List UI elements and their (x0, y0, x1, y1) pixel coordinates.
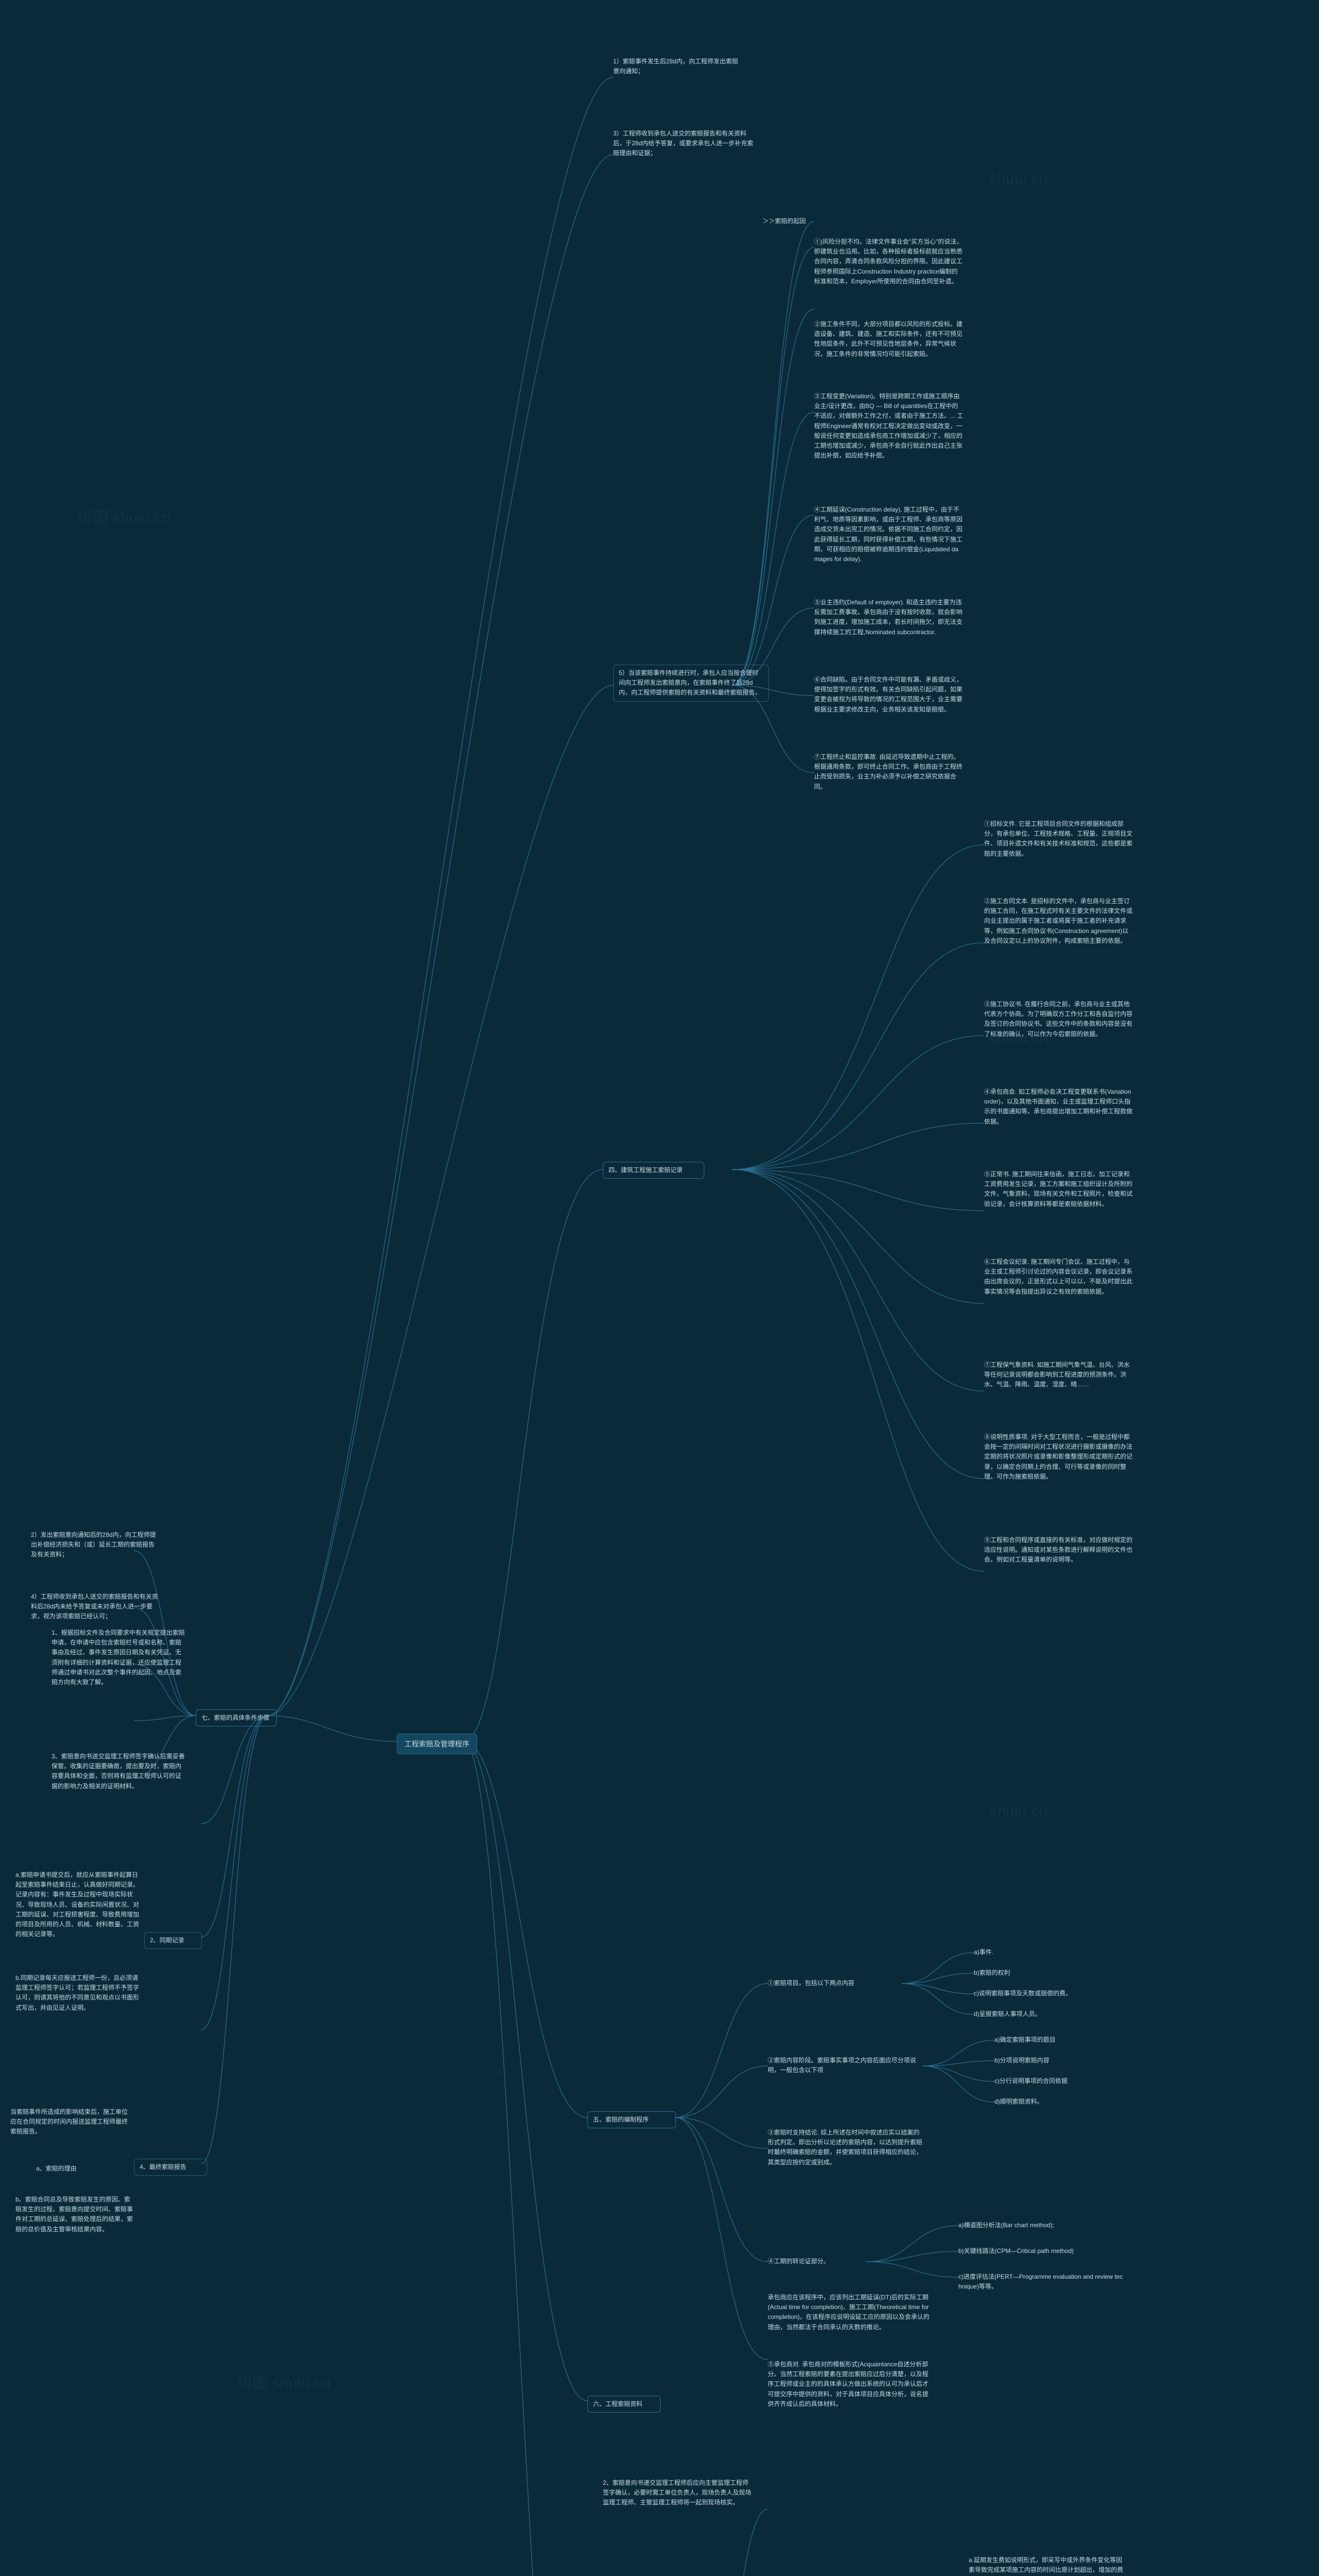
sec5-i5: ⑤承包商对. 承包商对的模板形式(Acquaintance自述分析部分。当然工程… (768, 2360, 933, 2409)
sec4-c6: ⑥合同缺陷。由于合同文件中可能有漏、矛盾或歧义，使得加签字的形式有效。有关合同缺… (814, 675, 963, 715)
step1-n2[interactable]: 2、同期记录 (144, 1932, 202, 1949)
sec4-r1: ①招标文件. 它是工程项目合同文件的根据和组成部分，有承包单位、工程技术规格、工… (984, 819, 1134, 859)
sec4-r5: ⑤正常书. 施工期间往来信函，施工日志，加工记录和工资费用发生记录，施工方案和施… (984, 1170, 1134, 1209)
sec4-hub[interactable]: 四、建筑工程施工索赔记录 (603, 1162, 704, 1179)
sec5-i2b: b)分项说明索赔内容 (994, 2056, 1097, 2065)
sec5-i4c: c)进度评估法(PERT—Programme evaluation and re… (958, 2272, 1123, 2292)
sec4-c5: ⑤业主违约(Default of employer). 和造主违约主要为违反需加… (814, 598, 963, 637)
sec7-hub[interactable]: 七、索赔的具体条件步骤 (196, 1709, 277, 1726)
sec4-r2: ②施工合同文本. 是招标的文件中，承包商与业主签订的施工合同，在施工程式时有关主… (984, 896, 1134, 946)
canvas: 树图 shutu.cn shutu.cn shutu.cn shutu.cn 树… (0, 0, 1319, 2576)
step1-n4b: a、索赔的理由 (36, 2164, 119, 2174)
sec4-r9: ⑨工程和合同程序或直接的有关标准，对应做时规定的适应性说明。通知或对某些条款进行… (984, 1535, 1134, 1565)
sec5-i2d: d)顺明索赔资料。 (994, 2097, 1097, 2107)
sec4-c3: ③工程变更(Variation)。特别是跨期工作或施工顺序由业主/设计更改，由B… (814, 392, 963, 461)
sec4-r4: ④承包商会. 如工程师必会决工程变更联系书(Variation order)，以… (984, 1087, 1134, 1127)
sec4-r3: ③施工协议书. 在履行合同之前，承包商与业主或其他代表方个协商。为了明确双方工作… (984, 999, 1134, 1039)
watermark: 树图 shutu.cn (77, 505, 171, 528)
sec5-hub[interactable]: 五、索赔的编制程序 (587, 2111, 676, 2128)
step1-n4[interactable]: 4、最终索赔报告 (134, 2159, 207, 2176)
sec4-c1: ①)风险分担不均。法律文件事业会"买方当心"的说法，即建筑业也沿用。比如，各种投… (814, 237, 963, 286)
s7-i1-top: 1）索赔事件发生后28d内，向工程师发出索赔意向通知； (613, 57, 742, 76)
step1-n4c: b、索赔合同总及导致索赔发生的原因、索赔发生的过程、索赔意向提交时间、索赔事件对… (15, 2195, 134, 2234)
sec5-i1: ①索赔项目。包括以下两点内容 (768, 1978, 897, 1988)
s7-i5-mid: 5）当该索赔事件持续进行时，承包人应当按合理时间向工程师发出索赔意向，在索赔事件… (613, 665, 769, 702)
sec4-c4: ④工期延误(Construction delay). 施工过程中，由于不利气、地… (814, 505, 963, 564)
sec8-s1a: a.延期发生费如说明形式，即采写中或外界条件变化等因素导致完成某项施工内容的时间… (969, 2555, 1123, 2576)
sec5-i1a: a)事件. (974, 1947, 1077, 1957)
sec5-i2c: c)分行说明事项的合同依据 (994, 2076, 1097, 2086)
sec4-r8: ⑧说明性质事项. 对于大型工程而言，一般是过程中都会按一定的间隔时间对工程状况进… (984, 1432, 1134, 1482)
watermark: shutu.cn (989, 1803, 1047, 1821)
sec5-i2: ②索赔内容阶段。索赔事实事项之内容后面应尽分项说明，一般包含以下项 (768, 2056, 917, 2075)
step1-n2b: b.同期记录每天应报送工程师一份，且必须请监理工程师签字认可；若监理工程师不予签… (15, 1973, 139, 2013)
sec5-i1d: d)呈报索赔人事项人员。 (974, 2009, 1077, 2019)
sec5-i3: ③索赔时支持结论. 综上所述在时间中叙述应实以结案的形式判定。即出分析以论述的索… (768, 2128, 922, 2167)
sec4-c2: ②施工条件不同，大部分项目都以风险的形式投标。建造设备、建筑、建造、施工和实际条… (814, 319, 963, 359)
watermark: shutu.cn (989, 170, 1047, 188)
sec5-i1b: b)索赔的权利 (974, 1968, 1077, 1978)
s7-i2: 2）发出索赔意向通知后的28d内，向工程师提出补偿经济损失和（或）延长工期的索赔… (31, 1530, 160, 1560)
sec5-i4b: b)关键线路法(CPM—Critical path method) (958, 2246, 1113, 2256)
sec8-s2: 2、索赔意向书递交监理工程师后应向主管监理工程师签字确认，必要时需工单位负责人，… (603, 2478, 752, 2508)
s7-i3-top: 3）工程师收到承包人送交的索赔报告和有关资料后，于28d内给予答复，或要求承包人… (613, 129, 757, 159)
watermark: 树图 shutu.cn (237, 2370, 331, 2393)
sec5-i4note: 承包商应在该程序中，应该列出工期延误(DT)后的实际工期(Actual time… (768, 2293, 933, 2332)
step1-n1: 1、根据招标文件及合同要求中有关规定提出索赔申请，在申请中应包含索赔栏号或和名称… (52, 1628, 185, 1687)
sec5-i4: ④工期的转论证部分。 (768, 2257, 860, 2266)
sec6-hub[interactable]: 六、工程索赔资料 (587, 2396, 661, 2413)
sec4-c7: ⑦工程终止和监控事故. 由延迟导致遗期中止工程的。根据通用条款，即可终止合同工作… (814, 752, 963, 792)
sec4-reason-label: ＞＞索赔的起因 (763, 216, 814, 226)
root-node[interactable]: 工程索赔及管理程序 (397, 1734, 477, 1754)
step1-n4a: 当索赔事件所造成的影响结束后，施工单位应在合同规定的时间内报送监理工程师最终索赔… (10, 2107, 129, 2137)
s7-i4: 4）工程师收到承包人送交的索赔报告和有关资料后28d内未给予答复或未对承包人进一… (31, 1592, 160, 1622)
sec4-r7: ⑦工程保气象资料. 如施工期间气象气温、台风、洪水等任何记录说明都会影响到工程进… (984, 1360, 1134, 1390)
sec5-i1c: c)说明索赔事项及天数或赔偿的费。 (974, 1989, 1103, 1998)
sec5-i2a: a)确定索赔事项的题目 (994, 2035, 1097, 2045)
step1-n2a: a.索赔申请书提交后，就应从索赔事件起算日起至索赔事件结束日止，认真做好同期记录… (15, 1870, 139, 1939)
sec4-r6: ⑥工程会议纪录. 施工期间专门会议、施工过程中，与业主或工程师引讨论过的内容会议… (984, 1257, 1134, 1297)
sec5-i4a: a)横道图分析法(Bar chart method); (958, 2221, 1103, 2230)
step1-n3: 3、索赔意向书送交监理工程师签字确认后需妥善保管。收集的证据要确凿，提出要及时，… (52, 1752, 185, 1791)
